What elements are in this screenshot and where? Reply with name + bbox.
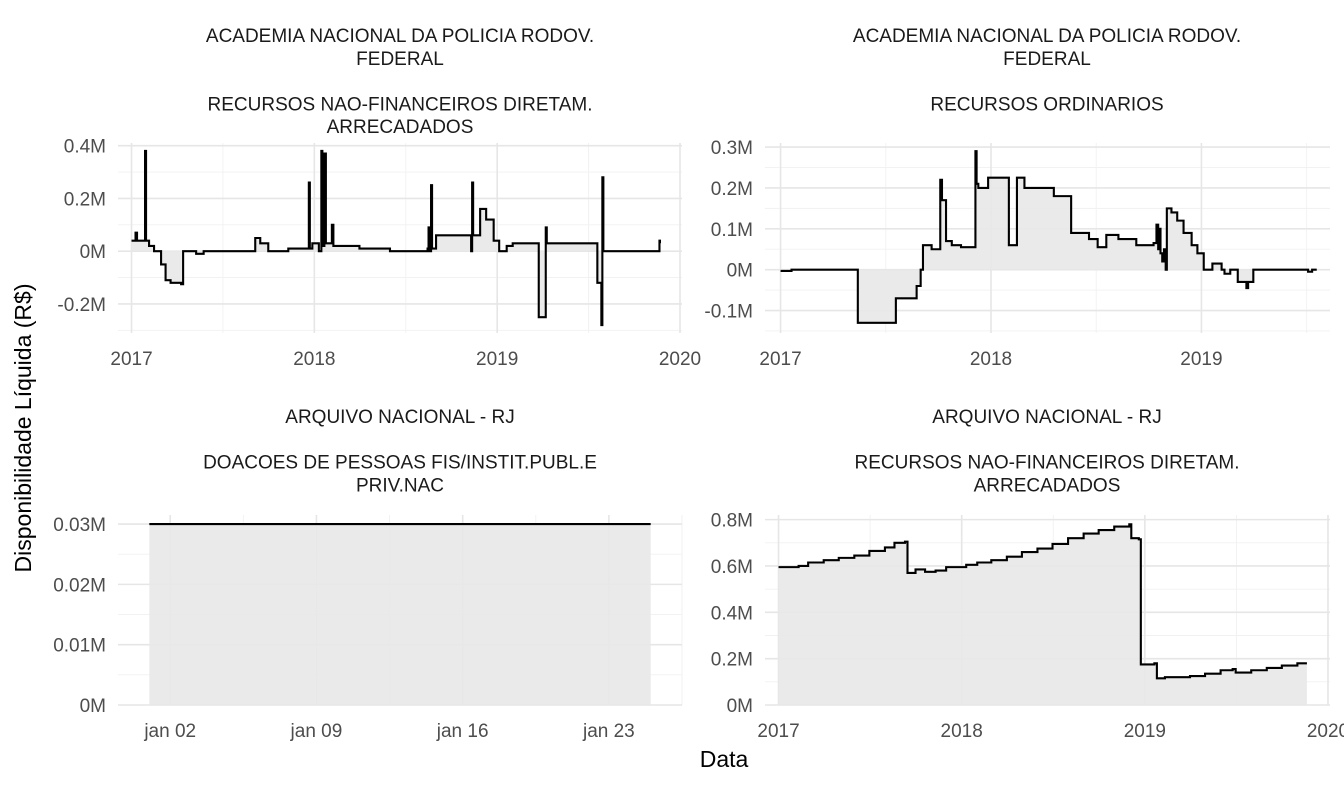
y-tick-label: 0.2M	[711, 650, 753, 671]
facet-title-line: ARRECADADOS	[327, 117, 474, 138]
y-tick-label: 0M	[727, 696, 753, 717]
x-tick-label: 2018	[941, 721, 983, 742]
x-tick-label: 2019	[476, 349, 518, 370]
x-tick-label: 2017	[110, 349, 152, 370]
facet-title-line: DOACOES DE PESSOAS FIS/INSTIT.PUBL.E	[203, 453, 597, 474]
facet-title-line: PRIV.NAC	[356, 475, 444, 496]
facet-panel: 0M 0.2M 0.4M 0.6M 0.8M 2017 2018 2019 2020 ARQUIV…	[711, 407, 1344, 742]
y-tick-label: 0.3M	[711, 138, 753, 159]
facet-title-line: FEDERAL	[1003, 49, 1091, 70]
y-tick-label: 0M	[80, 696, 106, 717]
x-tick-label: 2019	[1124, 721, 1166, 742]
series-line	[778, 523, 1307, 680]
y-tick-label: 0.03M	[53, 515, 106, 536]
facet-title-line: RECURSOS NAO-FINANCEIROS DIRETAM.	[855, 453, 1240, 474]
y-tick-label: 0.2M	[711, 179, 753, 200]
series-area	[778, 524, 1307, 705]
y-axis-label: Disponibilidade Líquida (R$)	[10, 284, 36, 573]
y-tick-label: 0.01M	[53, 636, 106, 657]
x-tick-label: 2018	[293, 349, 335, 370]
series-area	[780, 151, 1317, 323]
x-tick-label: 2020	[659, 349, 701, 370]
facet-title-line: ACADEMIA NACIONAL DA POLICIA RODOV.	[206, 26, 594, 47]
y-tick-label: 0.02M	[53, 575, 106, 596]
y-tick-label: -0.1M	[704, 302, 753, 323]
y-tick-label: 0.4M	[64, 137, 106, 158]
x-tick-label: 2019	[1180, 349, 1222, 370]
facet-title-line: ARRECADADOS	[974, 475, 1121, 496]
facet-title-line: ARQUIVO NACIONAL - RJ	[932, 407, 1161, 428]
x-axis-label: Data	[700, 746, 749, 772]
y-tick-label: 0.1M	[711, 220, 753, 241]
facet-title-line: FEDERAL	[356, 49, 444, 70]
x-tick-label: jan 16	[436, 721, 489, 742]
facet-panel: -0.1M 0M 0.1M 0.2M 0.3M 2017 2018 2019 ACADEMIA …	[704, 26, 1330, 370]
y-tick-label: -0.2M	[57, 295, 106, 316]
y-tick-label: 0.6M	[711, 557, 753, 578]
facet-panel: 0M 0.01M 0.02M 0.03M jan 02 jan 09 jan 16 jan 2…	[53, 407, 683, 742]
y-tick-label: 0M	[80, 242, 106, 263]
x-tick-label: jan 23	[582, 721, 635, 742]
series-area	[149, 524, 651, 705]
x-tick-label: 2020	[1307, 721, 1344, 742]
y-tick-label: 0.4M	[711, 603, 753, 624]
x-tick-label: 2017	[759, 349, 801, 370]
y-tick-label: 0.8M	[711, 511, 753, 532]
facet-title-line: ACADEMIA NACIONAL DA POLICIA RODOV.	[853, 26, 1241, 47]
series-area	[131, 150, 660, 326]
series-line	[780, 150, 1317, 324]
x-tick-label: 2017	[757, 721, 799, 742]
x-tick-label: 2018	[970, 349, 1012, 370]
facet-title-line: RECURSOS ORDINARIOS	[930, 94, 1163, 115]
facet-title-line: RECURSOS NAO-FINANCEIROS DIRETAM.	[208, 94, 593, 115]
y-tick-label: 0M	[727, 261, 753, 282]
x-tick-label: jan 09	[290, 721, 343, 742]
facet-panels: -0.2M 0M 0.2M 0.4M 2017 2018 2019 2020 ACADEMIA …	[53, 26, 1344, 742]
facet-title-line: ARQUIVO NACIONAL - RJ	[285, 407, 514, 428]
y-tick-label: 0.2M	[64, 189, 106, 210]
facet-panel: -0.2M 0M 0.2M 0.4M 2017 2018 2019 2020 ACADEMIA …	[57, 26, 701, 370]
x-tick-label: jan 02	[143, 721, 196, 742]
series-line	[131, 149, 662, 327]
